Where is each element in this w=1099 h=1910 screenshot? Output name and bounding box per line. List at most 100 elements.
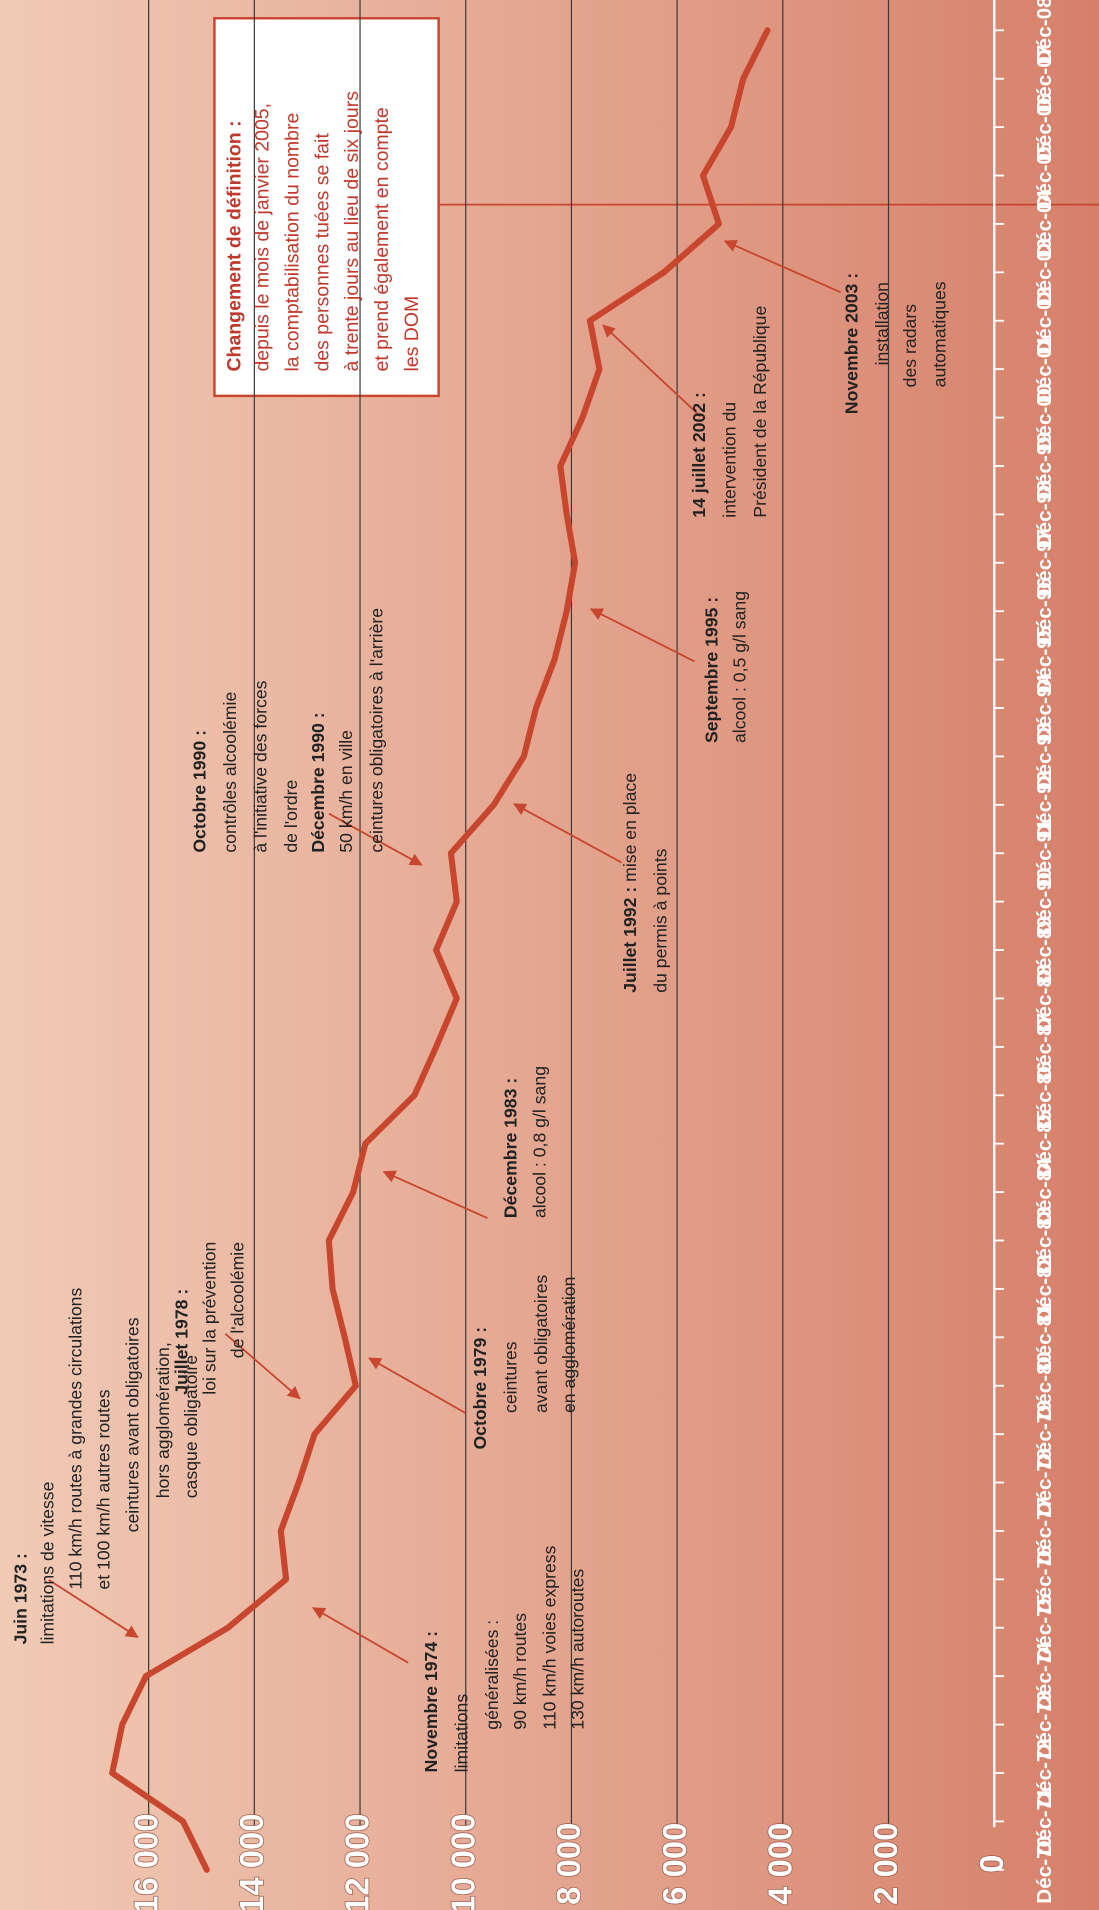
annotation-text: intervention du bbox=[720, 402, 740, 518]
x-tick-label: Déc-83 bbox=[1033, 1207, 1056, 1275]
annotation-text: de l'ordre bbox=[281, 779, 301, 852]
x-tick-label: Déc-89 bbox=[1033, 916, 1056, 984]
annotation-text: 130 km/h autoroutes bbox=[567, 1569, 587, 1730]
data-line bbox=[109, 27, 771, 1873]
x-tick-label: Déc-98 bbox=[1033, 480, 1056, 548]
y-tick-label: 14 000 bbox=[233, 1813, 270, 1910]
annotation-text: de l'alcoolémie bbox=[227, 1242, 247, 1358]
annotation-title: Juin 1973 : bbox=[11, 1553, 31, 1644]
x-tick-label: Déc-73 bbox=[1033, 1691, 1056, 1759]
annotation-text: installation bbox=[872, 282, 892, 365]
x-tick-label: Déc-86 bbox=[1033, 1061, 1056, 1129]
annotation-text: avant obligatoires bbox=[531, 1274, 551, 1413]
note-text: les DOM bbox=[401, 296, 423, 372]
annotation-arrow bbox=[224, 1333, 301, 1400]
note-text: la comptabilisation du nombre bbox=[281, 113, 303, 372]
x-tick-label: Déc-81 bbox=[1033, 1303, 1056, 1371]
x-tick-label: Déc-87 bbox=[1033, 1013, 1056, 1081]
annotation-text: ceintures obligatoires à l'arrière bbox=[366, 608, 386, 853]
x-tick-label: Déc-99 bbox=[1033, 432, 1056, 500]
y-tick-label: 0 bbox=[973, 1855, 1010, 1873]
annotation-arrow bbox=[589, 608, 695, 663]
annotation-text: alcool : 0,8 g/l sang bbox=[530, 1066, 550, 1218]
x-tick-label: Déc-96 bbox=[1033, 577, 1056, 645]
x-tick-label: Déc-93 bbox=[1033, 722, 1056, 790]
annotation-text: mise en place bbox=[620, 773, 640, 882]
note-text: et prend également en compte bbox=[371, 107, 393, 371]
annotation-text: en agglomération bbox=[559, 1277, 579, 1413]
annotation-text: et 100 km/h autres routes bbox=[93, 1389, 113, 1589]
annotation-title: Octobre 1979 : bbox=[470, 1327, 490, 1450]
annotation-title: Décembre 1983 : bbox=[500, 1078, 520, 1218]
x-tick-label: Déc-85 bbox=[1033, 1110, 1056, 1178]
annotation-title: Décembre 1990 : bbox=[308, 712, 328, 852]
note-text: des personnes tuées se fait bbox=[311, 133, 333, 372]
x-tick-label: Déc-92 bbox=[1033, 771, 1056, 839]
y-tick-label: 4 000 bbox=[762, 1823, 799, 1905]
x-tick-label: Déc-90 bbox=[1033, 868, 1056, 936]
annotation-title: Juillet 1992 : bbox=[620, 887, 640, 993]
note-title: Changement de définition : bbox=[223, 120, 245, 371]
x-tick-label: Déc-74 bbox=[1033, 1642, 1056, 1710]
annotation-text: ceintures avant obligatoires bbox=[123, 1317, 143, 1532]
x-tick-label: Déc-70 bbox=[1033, 1836, 1056, 1904]
x-tick-label: Déc-82 bbox=[1033, 1255, 1056, 1323]
note-box bbox=[213, 17, 440, 398]
x-tick-label: Déc-07 bbox=[1033, 45, 1056, 113]
y-tick-label: 8 000 bbox=[550, 1823, 587, 1905]
annotation-title: Novembre 2003 : bbox=[842, 273, 862, 414]
x-tick-label: Déc-80 bbox=[1033, 1352, 1056, 1420]
x-tick-label: Déc-08 bbox=[1033, 0, 1056, 64]
note-text: depuis le mois de janvier 2005, bbox=[251, 103, 273, 372]
x-tick-label: Déc-88 bbox=[1033, 965, 1056, 1033]
x-tick-label: Déc-94 bbox=[1033, 674, 1056, 742]
x-tick-label: Déc-75 bbox=[1033, 1594, 1056, 1662]
annotation-arrow bbox=[723, 239, 842, 294]
annotation-text: Président de la République bbox=[750, 306, 770, 518]
annotation-text: à l'initiative des forces bbox=[251, 680, 271, 852]
y-tick-label: 2 000 bbox=[867, 1823, 904, 1905]
annotation-text: contrôles alcoolémie bbox=[220, 692, 240, 853]
annotation-text: 110 km/h voies express bbox=[539, 1545, 559, 1729]
x-tick-label: Déc-91 bbox=[1033, 819, 1056, 887]
annotation-text: 90 km/h routes bbox=[510, 1613, 530, 1730]
y-tick-label: 6 000 bbox=[656, 1823, 693, 1905]
x-tick-label: Déc-05 bbox=[1033, 142, 1056, 210]
annotation-text: 50 km/h en ville bbox=[336, 730, 356, 853]
annotation-title: Octobre 1990 : bbox=[190, 730, 210, 853]
x-tick-label: Déc-76 bbox=[1033, 1545, 1056, 1613]
y-tick-label: 12 000 bbox=[339, 1813, 376, 1910]
x-tick-label: Déc-72 bbox=[1033, 1739, 1056, 1807]
annotation-arrow bbox=[312, 1607, 409, 1664]
annotation-arrow bbox=[513, 803, 622, 864]
x-tick-label: Déc-77 bbox=[1033, 1497, 1056, 1565]
annotation-text: casque obligatoire bbox=[181, 1355, 201, 1498]
annotation-text: automatiques bbox=[929, 281, 949, 387]
annotation-text: des radars bbox=[900, 304, 920, 388]
annotation-text: ceintures bbox=[500, 1341, 520, 1413]
x-tick-label: Déc-02 bbox=[1033, 287, 1056, 355]
x-tick-label: Déc-06 bbox=[1033, 93, 1056, 161]
x-tick-label: Déc-01 bbox=[1033, 335, 1056, 403]
x-tick-label: Déc-84 bbox=[1033, 1158, 1056, 1226]
note-text: à trente jours au lieu de six jours bbox=[341, 91, 363, 372]
x-tick-label: Déc-03 bbox=[1033, 238, 1056, 306]
annotation-text: du permis à points bbox=[650, 848, 670, 992]
x-tick-label: Déc-95 bbox=[1033, 626, 1056, 694]
annotation-arrow bbox=[48, 1579, 139, 1638]
annotation-text: loi sur la prévention bbox=[199, 1242, 219, 1395]
annotation-arrow bbox=[368, 1357, 466, 1414]
plot: 0 2 000 4 000 6 000 8 000 10 000 12 000 14 000 1… bbox=[11, 0, 1099, 1910]
annotation-title: Juillet 1978 : bbox=[171, 1289, 191, 1395]
y-tick-label: 10 000 bbox=[444, 1813, 481, 1910]
annotation-arrow bbox=[602, 324, 702, 418]
annotation: Juillet 1992 : mise en place bbox=[620, 773, 640, 993]
x-tick-label: Déc-04 bbox=[1033, 190, 1056, 258]
x-tick-label: Déc-78 bbox=[1033, 1449, 1056, 1517]
annotation-title: Novembre 1974 : bbox=[421, 1631, 441, 1772]
x-tick-label: Déc-71 bbox=[1033, 1787, 1056, 1855]
annotation-arrow bbox=[382, 1170, 488, 1219]
annotation-text: 110 km/h routes à grandes circulations bbox=[65, 1288, 85, 1590]
